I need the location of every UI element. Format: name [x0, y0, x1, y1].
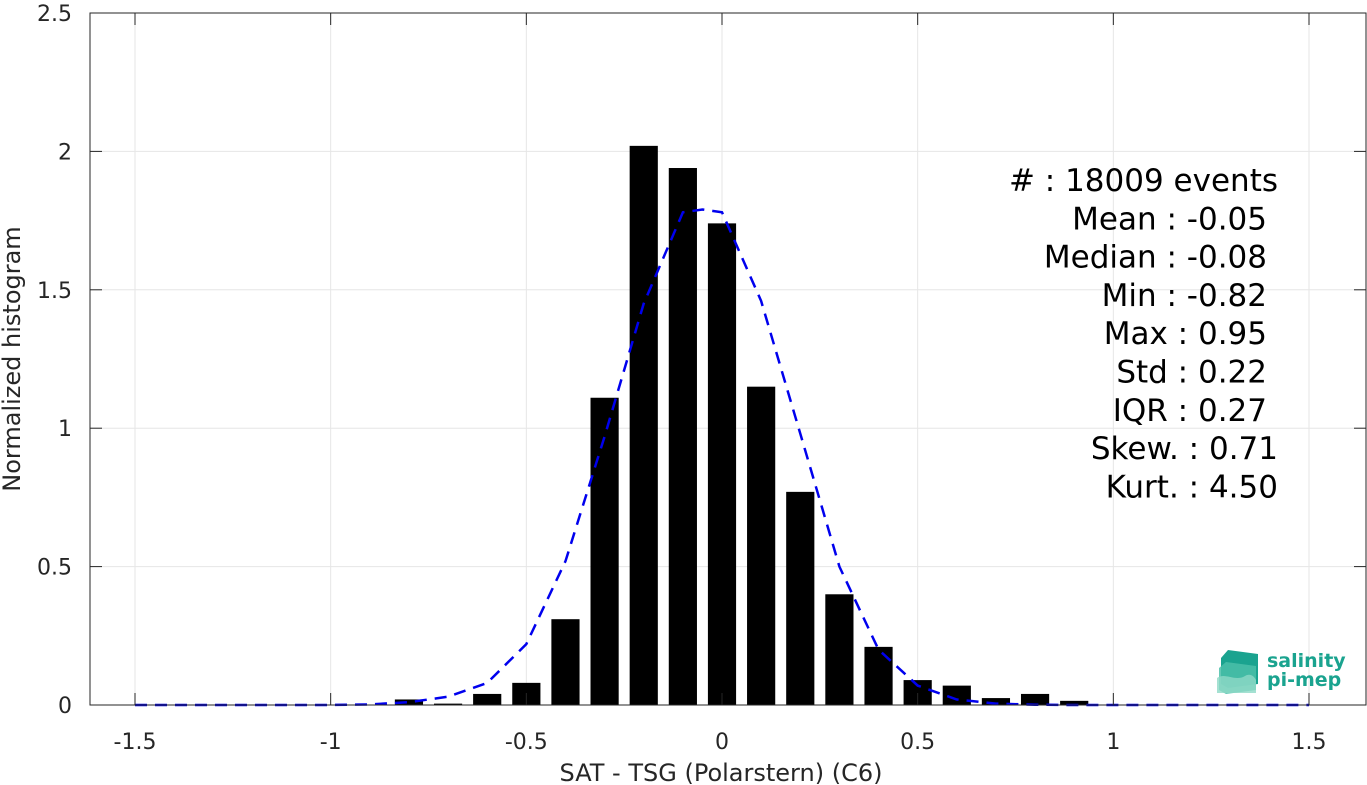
histogram-bar — [668, 168, 697, 705]
histogram-bar — [786, 491, 815, 705]
histogram-bar — [864, 646, 893, 705]
histogram-bar — [1060, 700, 1089, 705]
stats-line: Min : -0.82 — [1102, 278, 1267, 314]
bars — [394, 145, 1089, 706]
stats-line: Max : 0.95 — [1104, 316, 1267, 352]
x-tick-label: -0.5 — [505, 730, 548, 755]
stats-line: # : 18009 events — [1009, 163, 1278, 199]
histogram-bar — [981, 698, 1011, 705]
x-tick-label: 0.5 — [900, 730, 935, 755]
histogram-bar — [473, 693, 502, 705]
stats-line: Kurt. : 4.50 — [1106, 469, 1278, 505]
histogram-bar — [551, 619, 580, 705]
histogram-bar — [590, 397, 619, 705]
histogram-bar — [433, 703, 463, 705]
logo-wave-icon — [1217, 650, 1258, 694]
stats-line: Mean : -0.05 — [1072, 201, 1267, 237]
stats-line: IQR : 0.27 — [1113, 393, 1267, 429]
histogram-bar — [825, 594, 854, 705]
x-tick-label: 1 — [1106, 730, 1120, 755]
histogram-bar — [629, 145, 658, 706]
logo-line1: salinity — [1267, 650, 1346, 672]
histogram-bar — [747, 386, 776, 705]
histogram-bar — [1020, 693, 1050, 705]
logo-line2: pi-mep — [1267, 669, 1341, 691]
y-tick-label: 0.5 — [37, 556, 72, 581]
y-tick-label: 1 — [58, 417, 72, 442]
x-axis-label: SAT - TSG (Polarstern) (C6) — [560, 759, 883, 785]
y-tick-label: 2.5 — [37, 2, 72, 27]
histogram-bar — [394, 699, 424, 705]
y-axis-label: Normalized histogram — [0, 226, 26, 491]
x-tick-label: -1 — [320, 730, 342, 755]
histogram-bar — [942, 685, 971, 705]
y-tick-label: 1.5 — [37, 279, 72, 304]
salinity-pimep-logo: salinity pi-mep — [1217, 650, 1346, 694]
y-tick-label: 0 — [58, 694, 72, 719]
x-tick-label: 1.5 — [1292, 730, 1327, 755]
stats-line: Std : 0.22 — [1116, 355, 1267, 391]
stats-line: Skew. : 0.71 — [1091, 431, 1278, 467]
x-tick-labels: -1.5 -1 -0.5 0 0.5 1 1.5 — [114, 730, 1327, 755]
histogram-bar — [707, 223, 737, 705]
x-tick-label: -1.5 — [114, 730, 157, 755]
y-tick-labels: 0 0.5 1 1.5 2 2.5 — [37, 2, 72, 719]
axis-ticks — [90, 12, 1366, 706]
y-tick-label: 2 — [58, 140, 72, 165]
plot-frame — [89, 12, 1367, 706]
x-tick-label: 0 — [715, 730, 729, 755]
stats-line: Median : -0.08 — [1044, 240, 1267, 276]
